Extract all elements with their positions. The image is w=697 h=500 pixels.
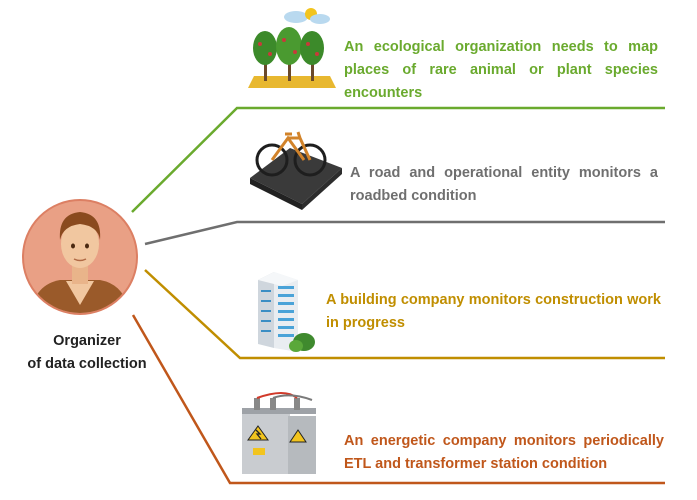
organizer-label-line1: Organizer	[53, 333, 121, 349]
item-text-road: A road and operational entity monitors a…	[350, 165, 658, 204]
connector-line-energy	[131, 314, 665, 485]
connector-line-road	[144, 220, 665, 246]
transformer-icon	[242, 392, 316, 474]
office-building-icon	[258, 272, 315, 352]
item-text-building: A building company monitors construction…	[326, 292, 661, 331]
organizer-label: Organizer of data collection	[12, 330, 162, 376]
connector-line-ecology	[131, 106, 665, 213]
connector-line-building	[144, 269, 665, 360]
organizer-avatar	[22, 199, 138, 315]
forest-icon	[248, 8, 336, 88]
bicycle-road-icon	[250, 131, 342, 210]
item-text-energy: An energetic company monitors periodical…	[344, 433, 664, 472]
organizer-label-line2: of data collection	[27, 356, 147, 372]
item-text-ecology: An ecological organization needs to map …	[344, 39, 658, 101]
